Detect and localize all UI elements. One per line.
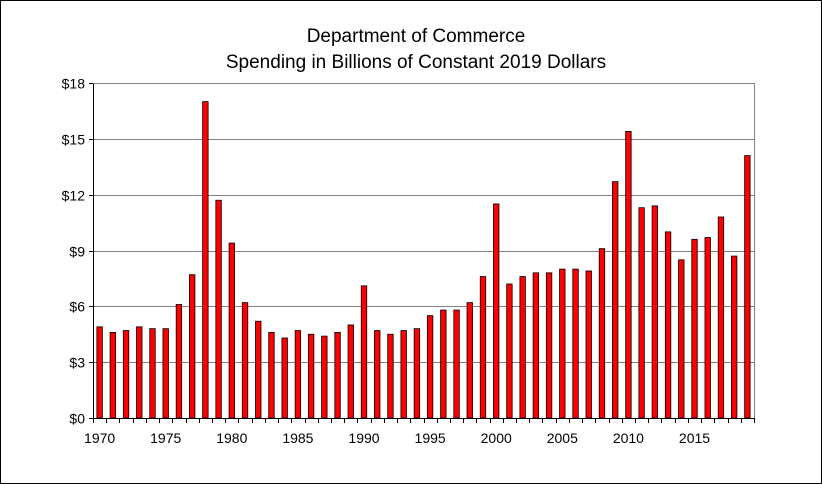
bar-2015 xyxy=(691,238,698,419)
y-tick-label: $6 xyxy=(69,299,85,315)
bar-2018 xyxy=(731,255,738,419)
bar-1995 xyxy=(426,315,434,419)
bar-2009 xyxy=(612,181,619,419)
bar-2014 xyxy=(678,259,685,419)
bar-1999 xyxy=(479,276,487,419)
bar-1985 xyxy=(294,330,302,419)
bar-2017 xyxy=(717,216,725,419)
bar-2006 xyxy=(572,268,579,419)
bar-1972 xyxy=(122,330,130,419)
bar-2010 xyxy=(625,130,632,419)
bar-2019 xyxy=(744,155,751,419)
x-tick-label: 1995 xyxy=(415,430,446,446)
bar-1977 xyxy=(188,274,196,419)
bar-1986 xyxy=(307,333,315,419)
y-tick-label: $18 xyxy=(62,76,86,92)
bar-1993 xyxy=(400,330,407,419)
bar-1983 xyxy=(268,331,275,419)
bar-1976 xyxy=(175,304,183,419)
bar-1978 xyxy=(202,101,209,419)
y-tick-label: $0 xyxy=(69,411,85,427)
x-tick-label: 1980 xyxy=(216,430,247,446)
chart-subtitle: Spending in Billions of Constant 2019 Do… xyxy=(226,52,606,73)
x-tick-label: 1985 xyxy=(282,430,313,446)
bars xyxy=(96,101,751,419)
bar-1979 xyxy=(215,199,222,419)
bar-1987 xyxy=(321,335,328,419)
x-tick-label: 2005 xyxy=(547,430,578,446)
bar-2001 xyxy=(506,283,513,419)
y-tick-labels: $0 $3 $6 $9 $12 $15 $18 xyxy=(62,76,86,427)
bar-2000 xyxy=(493,203,500,419)
chart-title: Department of Commerce xyxy=(307,26,526,47)
axes xyxy=(89,83,755,423)
x-tick-label: 2015 xyxy=(679,430,710,446)
bar-2007 xyxy=(585,270,592,419)
x-tick-label: 1975 xyxy=(150,430,181,446)
x-tick-labels: 1970 1975 1980 1985 1990 1995 2000 2005 2010 2015 xyxy=(84,430,710,446)
y-tick-label: $3 xyxy=(69,355,85,371)
bar-2003 xyxy=(532,272,540,419)
bar-1973 xyxy=(136,326,143,419)
bar-2016 xyxy=(704,237,711,419)
bar-1982 xyxy=(255,320,262,419)
bar-1991 xyxy=(374,330,381,419)
bar-1981 xyxy=(241,302,249,419)
bar-1974 xyxy=(149,328,156,419)
bar-1970 xyxy=(96,326,103,419)
bar-1984 xyxy=(281,337,288,419)
bar-2008 xyxy=(598,248,606,419)
bar-1988 xyxy=(334,331,341,419)
bar-1990 xyxy=(360,285,368,419)
bar-2011 xyxy=(638,207,645,419)
bar-1975 xyxy=(162,328,169,419)
bar-1980 xyxy=(228,242,235,419)
y-tick-label: $15 xyxy=(62,132,86,148)
bar-1971 xyxy=(109,331,116,419)
x-tick-label: 2010 xyxy=(613,430,644,446)
bar-1989 xyxy=(347,324,354,419)
bar-2013 xyxy=(664,231,672,419)
bar-1992 xyxy=(387,333,394,419)
y-tick-label: $12 xyxy=(62,188,86,204)
bar-2002 xyxy=(519,276,526,419)
bar-2012 xyxy=(651,205,658,419)
bar-2004 xyxy=(545,272,553,419)
y-tick-label: $9 xyxy=(69,244,85,260)
x-tick-label: 1970 xyxy=(84,430,115,446)
bar-1997 xyxy=(453,309,460,419)
bar-1998 xyxy=(466,302,473,419)
bar-1994 xyxy=(413,328,421,419)
x-tick-label: 1990 xyxy=(348,430,379,446)
x-tick-label: 2000 xyxy=(481,430,512,446)
bar-2005 xyxy=(559,268,566,419)
bar-1996 xyxy=(440,309,447,419)
